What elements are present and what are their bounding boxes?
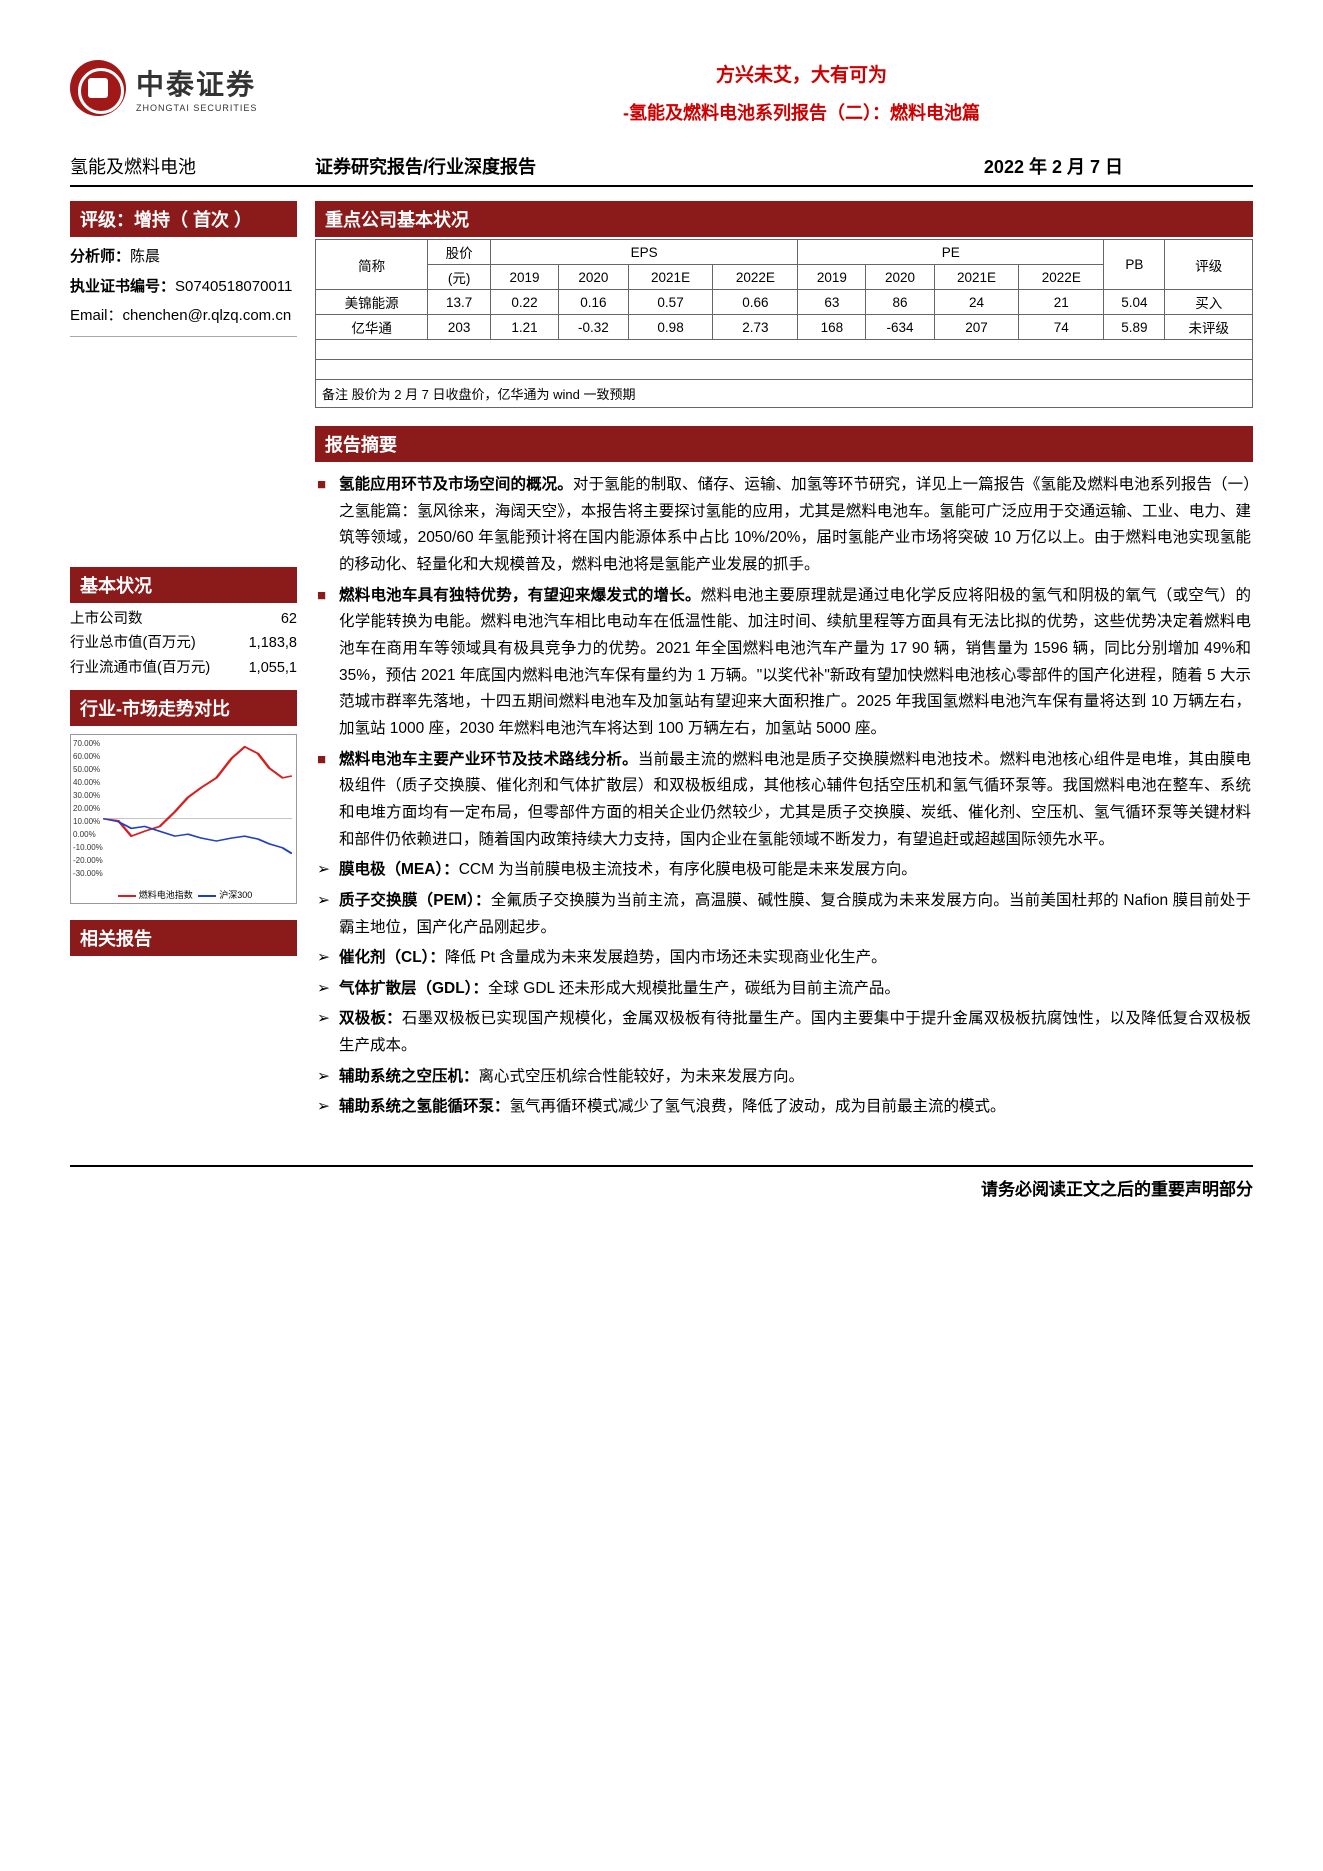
table-cell: 203 (428, 315, 491, 340)
bullet-icon: ■ (317, 583, 339, 743)
analyst-name: 陈晨 (130, 248, 160, 265)
summary-text: 催化剂（CL）：降低 Pt 含量成为未来发展趋势，国内市场还未实现商业化生产。 (339, 945, 887, 972)
basic-key: 行业总市值(百万元) (70, 631, 196, 656)
legend-label: 燃料电池指数 (139, 890, 193, 900)
basic-header: 基本状况 (70, 567, 297, 603)
summary-text: 燃料电池车主要产业环节及技术路线分析。当前最主流的燃料电池是质子交换膜燃料电池技… (339, 747, 1251, 854)
logo-cn: 中泰证券 (136, 63, 257, 103)
summary-bar: 报告摘要 (315, 426, 1253, 462)
table-note: 备注 股价为 2 月 7 日收盘价，亿华通为 wind 一致预期 (315, 380, 1253, 408)
table-cell: 207 (934, 315, 1019, 340)
y-axis-label: 10.00% (73, 817, 100, 826)
table-cell: 0.22 (490, 290, 558, 315)
email-label: Email： (70, 307, 123, 324)
table-cell: 5.04 (1104, 290, 1165, 315)
table-cell: 74 (1019, 315, 1104, 340)
basic-val: 1,183,8 (249, 631, 297, 656)
bullet-icon: ■ (317, 747, 339, 854)
table-cell: 86 (866, 290, 934, 315)
summary-text: 辅助系统之空压机：离心式空压机综合性能较好，为未来发展方向。 (339, 1064, 804, 1091)
logo-icon (70, 60, 126, 116)
y-axis-label: 70.00% (73, 739, 100, 748)
table-cell: 168 (798, 315, 866, 340)
y-axis-label: 40.00% (73, 778, 100, 787)
company-bar: 重点公司基本状况 (315, 201, 1253, 237)
y-axis-label: 50.00% (73, 765, 100, 774)
y-axis-label: 20.00% (73, 804, 100, 813)
bullet-icon: ■ (317, 472, 339, 579)
analyst-label: 分析师： (70, 248, 130, 265)
basic-val: 62 (281, 607, 297, 632)
logo: 中泰证券 ZHONGTAI SECURITIES (70, 60, 350, 116)
table-cell: 0.57 (628, 290, 713, 315)
table-cell: 1.21 (490, 315, 558, 340)
cert-no: S0740518070011 (175, 278, 292, 295)
y-axis-label: 60.00% (73, 752, 100, 761)
arrow-icon: ➢ (317, 1064, 339, 1091)
table-cell: 24 (934, 290, 1019, 315)
summary-text: 燃料电池车具有独特优势，有望迎来爆发式的增长。燃料电池主要原理就是通过电化学反应… (339, 583, 1251, 743)
arrow-icon: ➢ (317, 1006, 339, 1059)
summary-text: 膜电极（MEA）：CCM 为当前膜电极主流技术，有序化膜电极可能是未来发展方向。 (339, 857, 917, 884)
summary-text: 气体扩散层（GDL）：全球 GDL 还未形成大规模批量生产，碳纸为目前主流产品。 (339, 976, 900, 1003)
summary-text: 辅助系统之氢能循环泵：氢气再循环模式减少了氢气浪费，降低了波动，成为目前最主流的… (339, 1094, 1006, 1121)
trend-header: 行业-市场走势对比 (70, 690, 297, 726)
arrow-icon: ➢ (317, 945, 339, 972)
summary-text: 质子交换膜（PEM）：全氟质子交换膜为当前主流，高温膜、碱性膜、复合膜成为未来发… (339, 888, 1251, 941)
table-cell: 美锦能源 (316, 290, 428, 315)
subhead-type: 证券研究报告/行业深度报告 (315, 153, 953, 179)
cert-label: 执业证书编号： (70, 278, 175, 295)
legend-label: 沪深300 (219, 890, 252, 900)
arrow-icon: ➢ (317, 857, 339, 884)
related-header: 相关报告 (70, 920, 297, 956)
arrow-icon: ➢ (317, 976, 339, 1003)
title-line1: 方兴未艾，大有可为 (350, 60, 1253, 87)
y-axis-label: -20.00% (73, 856, 103, 865)
table-cell: 63 (798, 290, 866, 315)
subhead-sector: 氢能及燃料电池 (70, 153, 315, 179)
y-axis-label: -30.00% (73, 869, 103, 878)
table-cell: 13.7 (428, 290, 491, 315)
arrow-icon: ➢ (317, 1094, 339, 1121)
table-cell: 0.98 (628, 315, 713, 340)
trend-chart: 70.00% 60.00% 50.00% 40.00% 30.00% 20.00% 10.0… (70, 734, 297, 904)
table-cell: 5.89 (1104, 315, 1165, 340)
company-table: 简称 股价 EPS PE PB 评级 (元) 20192020 2021E202… (315, 239, 1253, 380)
title-line2: -氢能及燃料电池系列报告（二）：燃料电池篇 (350, 99, 1253, 125)
basic-val: 1,055,1 (249, 656, 297, 681)
table-cell: 亿华通 (316, 315, 428, 340)
table-cell: 2.73 (713, 315, 798, 340)
table-cell: 0.66 (713, 290, 798, 315)
y-axis-label: -10.00% (73, 843, 103, 852)
y-axis-label: 30.00% (73, 791, 100, 800)
table-cell: -634 (866, 315, 934, 340)
table-cell: -0.32 (559, 315, 629, 340)
summary-text: 氢能应用环节及市场空间的概况。对于氢能的制取、储存、运输、加氢等环节研究，详见上… (339, 472, 1251, 579)
table-cell: 21 (1019, 290, 1104, 315)
table-cell: 买入 (1165, 290, 1253, 315)
arrow-icon: ➢ (317, 888, 339, 941)
table-cell: 未评级 (1165, 315, 1253, 340)
rating-bar: 评级：增持（ 首次 ） (70, 201, 297, 237)
table-cell: 0.16 (559, 290, 629, 315)
email: chenchen@r.qlzq.com.cn (123, 307, 292, 324)
subhead-date: 2022 年 2 月 7 日 (953, 153, 1253, 179)
basic-key: 上市公司数 (70, 607, 143, 632)
basic-key: 行业流通市值(百万元) (70, 656, 210, 681)
y-axis-label: 0.00% (73, 830, 96, 839)
logo-en: ZHONGTAI SECURITIES (136, 103, 257, 113)
summary-text: 双极板：石墨双极板已实现国产规模化，金属双极板有待批量生产。国内主要集中于提升金… (339, 1006, 1251, 1059)
footer-disclaimer: 请务必阅读正文之后的重要声明部分 (70, 1165, 1253, 1200)
